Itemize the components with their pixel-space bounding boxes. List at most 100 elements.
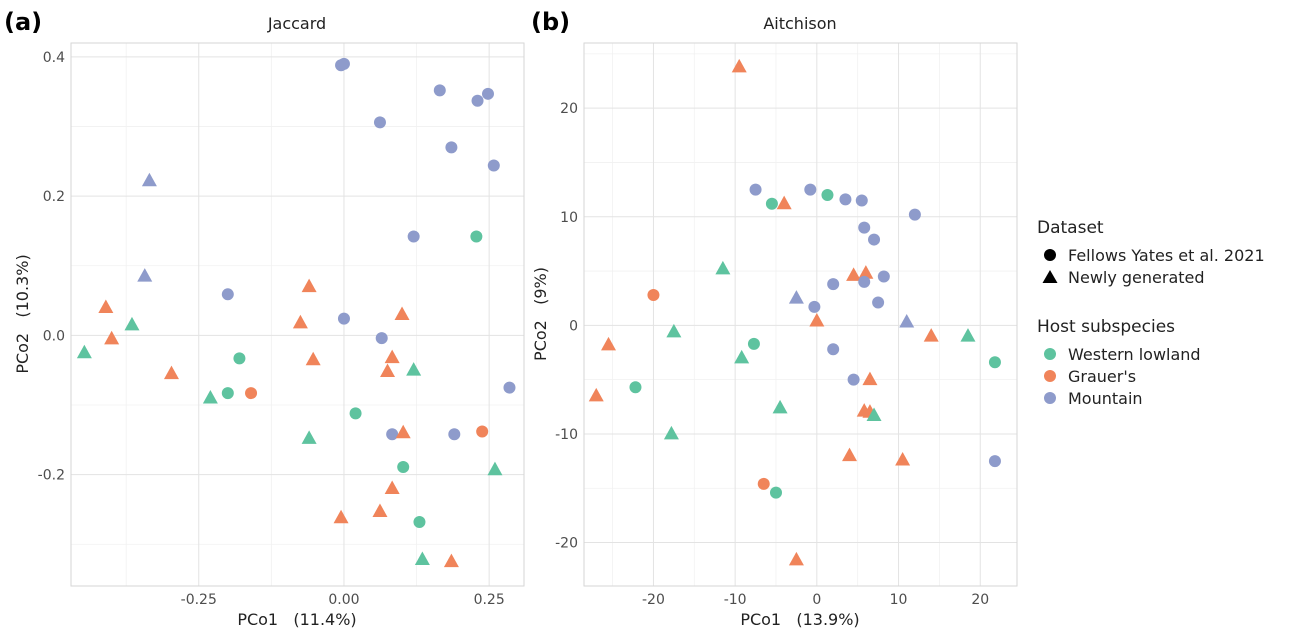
legend-item-mountain: Mountain [1068, 389, 1143, 408]
data-point-grauer-s-triangle [305, 351, 321, 366]
data-point-mountain-circle [877, 270, 890, 283]
x-tick-label: 0 [812, 592, 821, 608]
data-point-grauer-s-circle [476, 425, 489, 438]
data-point-western-lowland-triangle [866, 407, 882, 421]
legend-title-host: Host subspecies [1037, 317, 1175, 337]
x-tick-label: -10 [724, 592, 747, 608]
data-point-mountain-circle [487, 159, 500, 172]
x-tick-label: 0.25 [474, 592, 505, 608]
x-tick-label: 20 [971, 592, 989, 608]
tick-labels-a: -0.25 0.00 0.25 -0.2 0.0 0.2 0.4 [38, 50, 505, 608]
plot-area-a [70, 42, 525, 587]
plot-area-b [583, 42, 1018, 587]
data-point-western-lowland-triangle [301, 430, 317, 444]
panel-title-jaccard: Jaccard [267, 14, 326, 33]
data-point-western-lowland-triangle [487, 461, 503, 476]
data-point-western-lowland-triangle [666, 323, 682, 338]
data-point-mountain-circle [407, 230, 420, 243]
data-point-grauer-s-triangle [104, 330, 120, 345]
data-point-western-lowland-triangle [202, 389, 218, 404]
legend-item-western-lowland: Western lowland [1068, 345, 1201, 364]
x-axis-title-a: PCo1 (11.4%) [237, 610, 356, 629]
y-tick-label: 10 [560, 210, 578, 226]
panel-label-b: (b) [531, 8, 570, 36]
y-tick-label: -10 [555, 427, 578, 443]
data-point-mountain-circle [386, 428, 399, 441]
data-point-western-lowland-circle [765, 197, 778, 210]
legend-item-newly-generated: Newly generated [1068, 268, 1205, 287]
data-point-mountain-circle [749, 183, 762, 196]
data-point-mountain-circle [503, 381, 516, 394]
data-point-grauer-s-triangle [98, 299, 114, 313]
data-point-grauer-s-circle [245, 387, 258, 400]
data-point-mountain-circle [868, 233, 881, 246]
data-point-western-lowland-circle [629, 381, 642, 394]
legend: Dataset Fellows Yates et al. 2021 Newly … [1037, 218, 1265, 408]
data-point-grauer-s-triangle [443, 553, 459, 568]
data-point-grauer-s-triangle [809, 312, 825, 327]
data-point-western-lowland-circle [221, 387, 234, 400]
panel-label-a: (a) [4, 8, 42, 36]
data-point-grauer-s-triangle [862, 371, 878, 386]
x-tick-label: -0.25 [181, 592, 217, 608]
y-tick-label: 0.2 [43, 189, 65, 205]
data-point-mountain-circle [481, 87, 494, 100]
data-point-western-lowland-triangle [734, 349, 750, 364]
data-point-western-lowland-triangle [76, 344, 92, 359]
data-point-grauer-s-circle [757, 477, 770, 490]
points-a [76, 57, 516, 568]
data-point-grauer-s-triangle [923, 328, 939, 342]
data-point-grauer-s-triangle [384, 480, 400, 494]
data-point-grauer-s-triangle [292, 314, 308, 329]
data-point-western-lowland-triangle [960, 328, 976, 342]
data-point-grauer-s-triangle [395, 424, 411, 439]
data-point-mountain-circle [337, 57, 350, 70]
y-tick-label: 20 [560, 101, 578, 117]
data-point-mountain-circle [375, 332, 388, 345]
data-point-mountain-circle [858, 275, 871, 288]
data-point-mountain-circle [827, 343, 840, 356]
data-point-western-lowland-triangle [124, 316, 140, 331]
data-point-mountain-circle [433, 84, 446, 97]
data-point-grauer-s-triangle [333, 509, 349, 524]
data-point-mountain-circle [988, 455, 1001, 468]
panel-aitchison: (b) Aitchison -20 -10 0 10 20 -20 -10 0 10 20 PCo… [531, 8, 1018, 629]
gridlines-b [584, 43, 1017, 586]
data-point-western-lowland-circle [747, 337, 760, 350]
data-point-mountain-circle [908, 208, 921, 221]
data-point-grauer-s-triangle [372, 503, 388, 517]
data-point-western-lowland-triangle [663, 425, 679, 440]
data-point-mountain-circle [221, 288, 234, 301]
data-point-grauer-s-triangle [601, 336, 617, 351]
data-point-mountain-circle [839, 193, 852, 206]
x-tick-label: 10 [890, 592, 908, 608]
points-b [588, 58, 1001, 566]
y-tick-label: -0.2 [38, 468, 65, 484]
data-point-grauer-s-triangle [731, 58, 747, 73]
data-point-western-lowland-circle [349, 407, 362, 420]
data-point-grauer-s-triangle [858, 265, 874, 279]
data-point-grauer-s-triangle [394, 306, 410, 320]
tick-labels-b: -20 -10 0 10 20 -20 -10 0 10 20 [555, 101, 989, 608]
data-point-grauer-s-triangle [788, 551, 804, 566]
data-point-western-lowland-circle [413, 515, 426, 528]
data-point-mountain-circle [808, 300, 821, 313]
data-point-mountain-circle [827, 278, 840, 291]
y-tick-label: -20 [555, 536, 578, 552]
x-axis-title-b: PCo1 (13.9%) [740, 610, 859, 629]
legend-swatch-western-lowland [1044, 348, 1056, 360]
legend-swatch-grauers [1044, 370, 1056, 382]
data-point-grauer-s-triangle [380, 363, 396, 378]
data-point-mountain-circle [445, 141, 458, 154]
y-tick-label: 0 [569, 318, 578, 334]
gridlines-a [71, 43, 524, 586]
data-point-grauer-s-circle [647, 288, 660, 301]
data-point-mountain-circle [804, 183, 817, 196]
data-point-western-lowland-circle [397, 460, 410, 473]
panel-jaccard: (a) Jaccard -0.25 0.00 0.25 -0.2 0.0 0.2 0.4 P… [4, 8, 525, 629]
y-axis-title-b: PCo2 (9%) [531, 267, 550, 361]
data-point-mountain-circle [337, 312, 350, 325]
data-point-western-lowland-circle [233, 352, 246, 365]
data-point-western-lowland-circle [769, 486, 782, 499]
